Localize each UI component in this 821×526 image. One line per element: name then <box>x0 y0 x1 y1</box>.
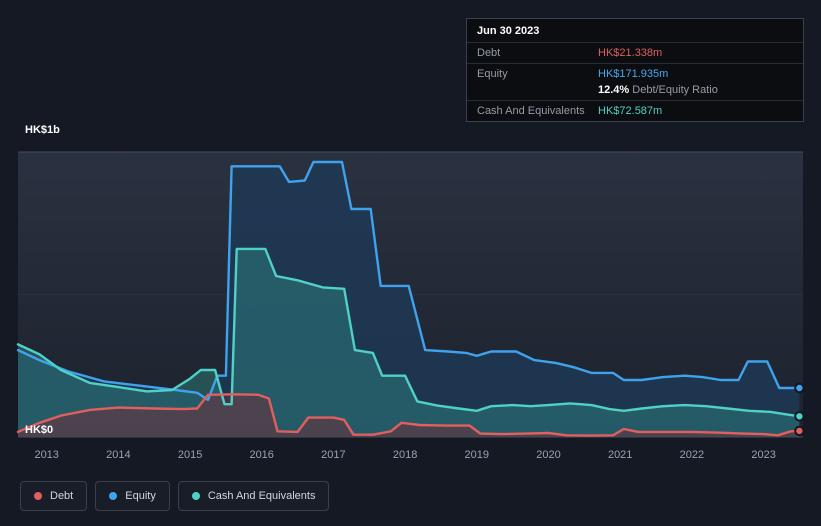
legend-item-cash[interactable]: Cash And Equivalents <box>177 481 330 511</box>
x-tick-2015: 2015 <box>177 449 203 461</box>
legend: Debt Equity Cash And Equivalents <box>20 481 330 511</box>
y-axis-label-top: HK$1b <box>25 124 60 136</box>
tooltip-ratio: 12.4% Debt/Equity Ratio <box>598 84 718 96</box>
cash-legend-dot-icon <box>191 492 200 500</box>
tooltip-equity-label: Equity <box>477 68 508 80</box>
tooltip-debt-row: Debt HK$21.338m <box>467 43 803 64</box>
debt-legend-dot-icon <box>34 492 42 500</box>
tooltip-cash-label: Cash And Equivalents <box>477 105 585 117</box>
cash-line <box>16 247 801 418</box>
tooltip-cash-value: HK$72.587m <box>598 105 663 117</box>
tooltip-ratio-value: 12.4% <box>598 84 630 96</box>
tooltip-cash-row: Cash And Equivalents HK$72.587m <box>467 101 803 121</box>
x-tick-2013: 2013 <box>34 449 59 461</box>
x-tick-2014: 2014 <box>106 449 131 461</box>
x-tick-2017: 2017 <box>321 449 346 461</box>
equity-legend-dot-icon <box>109 492 118 500</box>
legend-item-debt[interactable]: Debt <box>20 481 88 511</box>
tooltip: Jun 30 2023 Debt HK$21.338m Equity HK$17… <box>466 18 804 122</box>
tooltip-date: Jun 30 2023 <box>467 19 803 43</box>
legend-cash-label: Cash And Equivalents <box>207 490 316 502</box>
x-tick-2023: 2023 <box>751 449 776 461</box>
series-dots <box>794 382 805 437</box>
x-tick-2021: 2021 <box>607 449 633 461</box>
tooltip-equity-block: HK$171.935m 12.4% Debt/Equity Ratio <box>598 68 718 96</box>
x-tick-2020: 2020 <box>536 449 561 461</box>
legend-equity-label: Equity <box>125 490 156 502</box>
series-lines <box>16 160 801 437</box>
x-tick-2019: 2019 <box>464 449 490 461</box>
tooltip-debt-value: HK$21.338m <box>598 47 663 59</box>
y-axis-label-bottom: HK$0 <box>25 424 54 436</box>
tooltip-ratio-label: Debt/Equity Ratio <box>632 84 718 96</box>
tooltip-debt-label: Debt <box>477 47 501 59</box>
x-tick-2022: 2022 <box>679 449 705 461</box>
equity-end-dot[interactable] <box>794 382 805 394</box>
series-areas <box>18 162 800 437</box>
cash-area <box>18 248 800 437</box>
tooltip-equity-value: HK$171.935m <box>598 68 669 80</box>
legend-item-equity[interactable]: Equity <box>95 481 170 511</box>
equity-area <box>18 162 800 437</box>
x-axis: 2013 2014 2015 2016 2017 2018 2019 2020 2021 2022… <box>0 449 821 465</box>
debt-line <box>16 393 801 437</box>
debt-end-dot[interactable] <box>794 425 805 437</box>
x-tick-2016: 2016 <box>249 449 274 461</box>
tooltip-equity-row: Equity HK$171.935m 12.4% Debt/Equity Rat… <box>467 64 803 101</box>
x-tick-2018: 2018 <box>392 449 418 461</box>
cash-end-dot[interactable] <box>794 411 805 422</box>
debt-area <box>18 394 800 437</box>
legend-debt-label: Debt <box>50 490 74 502</box>
